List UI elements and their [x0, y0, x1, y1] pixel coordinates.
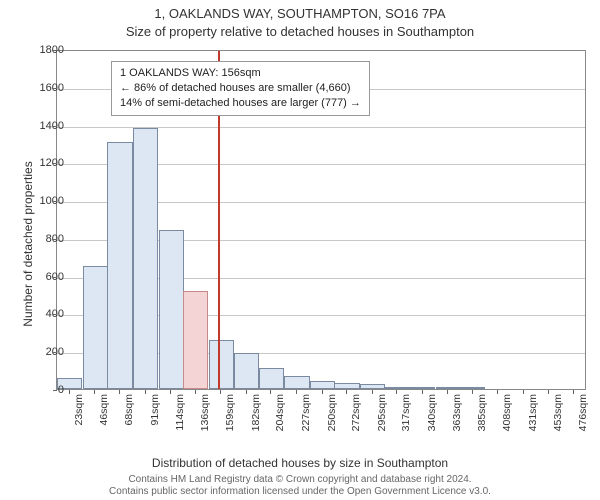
histogram-bar	[133, 128, 158, 389]
chart-frame: 1, OAKLANDS WAY, SOUTHAMPTON, SO16 7PA S…	[0, 0, 600, 500]
ytick-mark	[53, 277, 57, 278]
legend-line-2: ← 86% of detached houses are smaller (4,…	[120, 81, 361, 96]
ytick-mark	[53, 390, 57, 391]
legend-line-3: 14% of semi-detached houses are larger (…	[120, 96, 361, 111]
histogram-bar	[436, 387, 461, 389]
xtick-label: 250sqm	[326, 394, 338, 431]
xtick-mark	[69, 390, 70, 394]
xtick-mark	[573, 390, 574, 394]
xtick-label: 227sqm	[300, 394, 312, 431]
xtick-label: 159sqm	[224, 394, 236, 431]
xtick-mark	[422, 390, 423, 394]
ytick-label: 800	[24, 233, 64, 245]
histogram-bar	[410, 387, 435, 389]
xtick-label: 340sqm	[426, 394, 438, 431]
xtick-mark	[94, 390, 95, 394]
ytick-label: 1800	[24, 44, 64, 56]
histogram-bar	[334, 383, 359, 389]
xtick-mark	[472, 390, 473, 394]
xtick-label: 23sqm	[73, 394, 85, 426]
histogram-bar	[360, 384, 385, 389]
plot-area: 1 OAKLANDS WAY: 156sqm ← 86% of detached…	[56, 50, 586, 390]
histogram-bar	[234, 353, 259, 389]
ytick-label: 600	[24, 271, 64, 283]
chart-footer: Contains HM Land Registry data © Crown c…	[0, 474, 600, 498]
ytick-mark	[53, 88, 57, 89]
xtick-mark	[523, 390, 524, 394]
xtick-label: 363sqm	[451, 394, 463, 431]
xtick-label: 272sqm	[350, 394, 362, 431]
legend-line-1: 1 OAKLANDS WAY: 156sqm	[120, 66, 361, 81]
ytick-label: 1600	[24, 82, 64, 94]
title-line-1: 1, OAKLANDS WAY, SOUTHAMPTON, SO16 7PA	[0, 6, 600, 21]
xtick-mark	[346, 390, 347, 394]
xtick-label: 68sqm	[123, 394, 135, 426]
ytick-label: 1000	[24, 195, 64, 207]
xtick-mark	[396, 390, 397, 394]
histogram-bar	[107, 142, 132, 389]
xtick-label: 385sqm	[476, 394, 488, 431]
xtick-mark	[296, 390, 297, 394]
histogram-bar	[159, 230, 184, 389]
ytick-mark	[53, 314, 57, 315]
xtick-label: 91sqm	[149, 394, 161, 426]
xtick-mark	[195, 390, 196, 394]
xtick-label: 114sqm	[174, 394, 186, 431]
histogram-bar	[83, 266, 108, 389]
footer-line-2: Contains public sector information licen…	[109, 486, 491, 497]
xtick-label: 408sqm	[501, 394, 513, 431]
xtick-mark	[322, 390, 323, 394]
ytick-mark	[53, 352, 57, 353]
histogram-bar	[385, 387, 410, 389]
xtick-mark	[119, 390, 120, 394]
ytick-mark	[53, 201, 57, 202]
ytick-label: 0	[24, 384, 64, 396]
xtick-label: 317sqm	[400, 394, 412, 431]
histogram-bar-highlight	[183, 291, 208, 389]
footer-line-1: Contains HM Land Registry data © Crown c…	[128, 474, 471, 485]
title-line-2: Size of property relative to detached ho…	[0, 24, 600, 39]
ytick-label: 200	[24, 346, 64, 358]
xtick-label: 46sqm	[98, 394, 110, 426]
xtick-mark	[220, 390, 221, 394]
xtick-label: 431sqm	[527, 394, 539, 431]
ytick-label: 1200	[24, 157, 64, 169]
xtick-label: 204sqm	[274, 394, 286, 431]
xtick-mark	[447, 390, 448, 394]
xtick-mark	[145, 390, 146, 394]
xtick-label: 136sqm	[199, 394, 211, 431]
histogram-bar	[460, 387, 485, 389]
xtick-label: 476sqm	[577, 394, 589, 431]
histogram-bar	[209, 340, 234, 389]
xtick-mark	[548, 390, 549, 394]
xtick-label: 295sqm	[376, 394, 388, 431]
xtick-mark	[246, 390, 247, 394]
histogram-bar	[284, 376, 309, 389]
xtick-label: 182sqm	[250, 394, 262, 431]
xtick-mark	[497, 390, 498, 394]
xtick-mark	[170, 390, 171, 394]
histogram-bar	[259, 368, 284, 389]
ytick-mark	[53, 239, 57, 240]
xtick-label: 453sqm	[552, 394, 564, 431]
ytick-label: 1400	[24, 120, 64, 132]
histogram-bar	[310, 381, 335, 389]
legend-box: 1 OAKLANDS WAY: 156sqm ← 86% of detached…	[111, 61, 370, 116]
ytick-mark	[53, 50, 57, 51]
xtick-mark	[372, 390, 373, 394]
x-axis-label: Distribution of detached houses by size …	[0, 456, 600, 470]
ytick-label: 400	[24, 308, 64, 320]
ytick-mark	[53, 126, 57, 127]
xtick-mark	[270, 390, 271, 394]
ytick-mark	[53, 163, 57, 164]
